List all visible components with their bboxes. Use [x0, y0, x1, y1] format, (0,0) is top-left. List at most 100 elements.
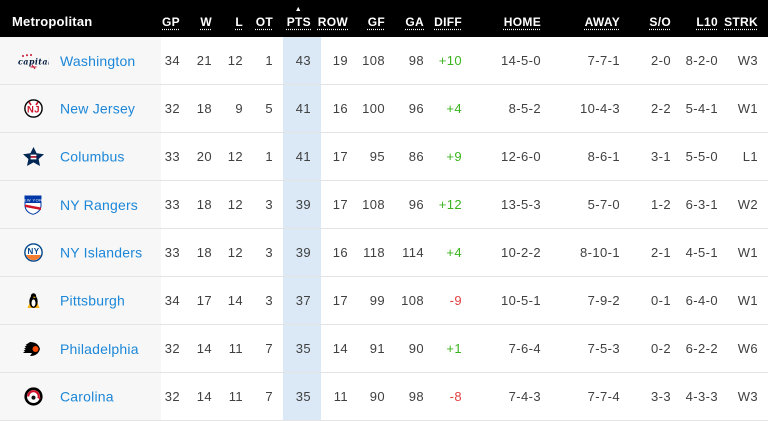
- team-row-rangers: NEW YORK NY Rangers 3318123391710896+1213-…: [0, 180, 768, 229]
- team-link[interactable]: NY Rangers: [60, 196, 139, 213]
- column-label-gp: GP: [162, 15, 180, 29]
- cell-ot: 3: [253, 228, 283, 277]
- column-header-l10[interactable]: L10: [681, 0, 728, 37]
- cell-home: 12-6-0: [472, 132, 551, 181]
- cell-gp: 34: [161, 276, 190, 325]
- cell-so: 3-3: [630, 372, 681, 421]
- team-link[interactable]: Pittsburgh: [60, 292, 126, 309]
- column-header-home[interactable]: HOME: [472, 0, 551, 37]
- column-header-ot[interactable]: OT: [253, 0, 283, 37]
- devils-logo-icon: NJ: [17, 99, 49, 118]
- cell-away: 7-7-4: [551, 372, 630, 421]
- team-link[interactable]: Columbus: [60, 148, 125, 165]
- cell-so: 2-0: [630, 37, 681, 85]
- column-label-row: ROW: [317, 15, 348, 29]
- cell-home: 7-4-3: [472, 372, 551, 421]
- cell-pts: 41: [283, 84, 321, 133]
- cell-ga: 96: [395, 180, 434, 229]
- column-header-row[interactable]: ROW: [317, 0, 358, 37]
- cell-ga: 108: [395, 276, 434, 325]
- cell-l10: 8-2-0: [681, 37, 728, 85]
- column-label-l10: L10: [696, 15, 718, 29]
- cell-strk: W3: [728, 37, 768, 85]
- cell-l10: 4-5-1: [681, 228, 728, 277]
- cell-gf: 99: [358, 276, 395, 325]
- team-link[interactable]: Washington: [60, 52, 136, 69]
- cell-gp: 34: [161, 37, 190, 85]
- column-header-strk[interactable]: STRK: [724, 0, 768, 37]
- flyers-logo-icon: [17, 340, 49, 358]
- cell-l: 11: [222, 324, 253, 373]
- cell-strk: W1: [728, 84, 768, 133]
- team-link[interactable]: NY Islanders: [60, 244, 143, 261]
- cell-ga: 98: [395, 37, 434, 85]
- cell-diff: +1: [434, 324, 472, 373]
- column-header-l[interactable]: L: [222, 0, 253, 37]
- cell-diff: +4: [434, 84, 472, 133]
- cell-l10: 6-2-2: [681, 324, 728, 373]
- column-header-gp[interactable]: GP: [161, 0, 190, 37]
- cell-l: 11: [222, 372, 253, 421]
- cell-strk: W3: [728, 372, 768, 421]
- cell-l10: 5-5-0: [681, 132, 728, 181]
- cell-away: 7-7-1: [551, 37, 630, 85]
- blue-jackets-logo-icon: [17, 147, 49, 166]
- cell-l: 14: [222, 276, 253, 325]
- svg-text:NJ: NJ: [27, 104, 40, 115]
- svg-text:NEW YORK: NEW YORK: [24, 197, 42, 202]
- team-cell: NY NY Islanders: [0, 228, 161, 277]
- cell-row: 17: [321, 276, 358, 325]
- column-label-diff: DIFF: [434, 15, 462, 29]
- cell-w: 18: [190, 180, 222, 229]
- team-link[interactable]: New Jersey: [60, 100, 136, 117]
- cell-home: 8-5-2: [472, 84, 551, 133]
- cell-l: 12: [222, 180, 253, 229]
- cell-home: 10-5-1: [472, 276, 551, 325]
- cell-row: 17: [321, 132, 358, 181]
- cell-gf: 108: [358, 180, 395, 229]
- cell-away: 10-4-3: [551, 84, 630, 133]
- cell-away: 8-10-1: [551, 228, 630, 277]
- cell-w: 14: [190, 372, 222, 421]
- team-cell: NEW YORK NY Rangers: [0, 180, 161, 229]
- cell-away: 5-7-0: [551, 180, 630, 229]
- column-label-ot: OT: [255, 15, 273, 29]
- column-header-away[interactable]: AWAY: [551, 0, 630, 37]
- cell-away: 7-5-3: [551, 324, 630, 373]
- team-link[interactable]: Philadelphia: [60, 340, 139, 357]
- column-label-w: W: [200, 15, 212, 29]
- team-row-hurricanes: Carolina 32 14 11 7 35 11 90 98 -8 7-4-3 7-7-4 3-3 4-…: [0, 372, 768, 421]
- team-cell: NJ New Jersey: [0, 84, 161, 133]
- header-row: Metropolitan GP W L OT ▲ PTS ROW GF GA DIFF HOME AW…: [0, 0, 768, 37]
- column-header-ga[interactable]: GA: [395, 0, 434, 37]
- cell-home: 14-5-0: [472, 37, 551, 85]
- column-header-pts[interactable]: ▲ PTS: [283, 0, 321, 37]
- cell-l10: 4-3-3: [681, 372, 728, 421]
- cell-pts: 41: [283, 132, 321, 181]
- cell-ot: 7: [253, 372, 283, 421]
- cell-strk: W2: [728, 180, 768, 229]
- cell-so: 3-1: [630, 132, 681, 181]
- column-label-home: HOME: [503, 15, 541, 29]
- cell-diff: -8: [434, 372, 472, 421]
- cell-gp: 33: [161, 132, 190, 181]
- column-label-pts: PTS: [286, 15, 311, 29]
- cell-so: 0-2: [630, 324, 681, 373]
- column-header-gf[interactable]: GF: [358, 0, 395, 37]
- cell-diff: +9: [434, 132, 472, 181]
- cell-l10: 6-4-0: [681, 276, 728, 325]
- cell-row: 16: [321, 228, 358, 277]
- cell-w: 18: [190, 84, 222, 133]
- cell-w: 20: [190, 132, 222, 181]
- column-header-diff[interactable]: DIFF: [434, 0, 472, 37]
- division-header[interactable]: Metropolitan: [0, 0, 161, 37]
- team-link[interactable]: Carolina: [60, 388, 114, 405]
- cell-diff: +12: [434, 180, 472, 229]
- cell-strk: W1: [728, 276, 768, 325]
- column-header-so[interactable]: S/O: [630, 0, 681, 37]
- cell-home: 10-2-2: [472, 228, 551, 277]
- column-header-w[interactable]: W: [190, 0, 222, 37]
- team-cell: Philadelphia: [0, 324, 161, 373]
- team-row-penguins: Pittsburgh 34 17 14 3 37 17 99 108 -9 10-5-1 7-9-2 0…: [0, 276, 768, 325]
- column-label-away: AWAY: [584, 15, 620, 29]
